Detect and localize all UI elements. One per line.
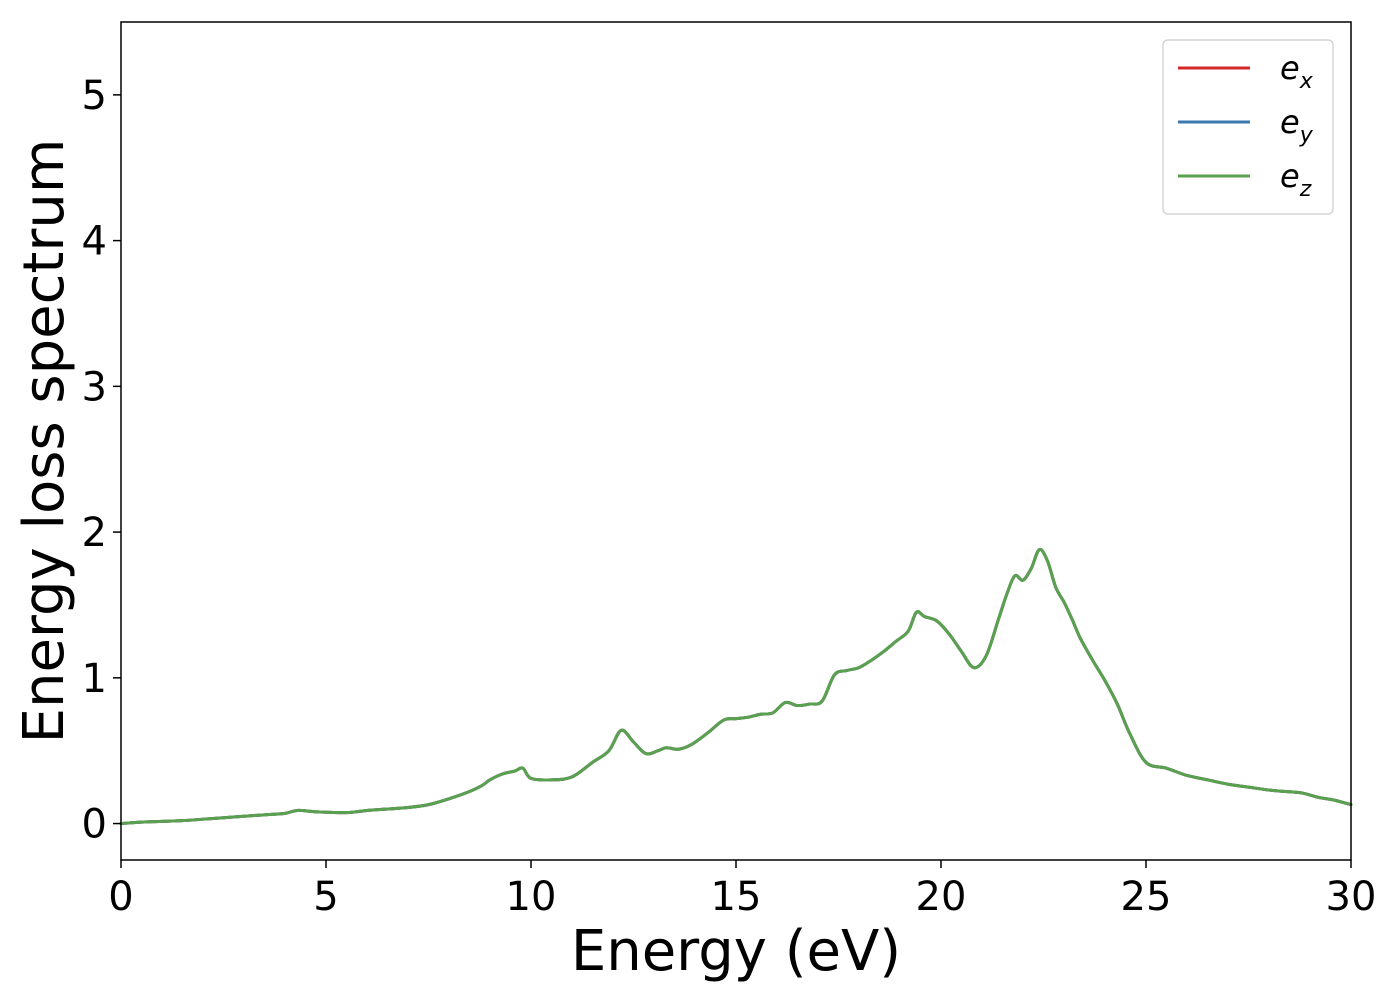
y-axis-ticks: 0 1 2 3 4 5 — [82, 73, 121, 848]
legend-box — [1162, 39, 1334, 215]
legend-label-y: ey — [1280, 103, 1314, 148]
x-axis-ticks: 0 5 10 15 20 25 30 — [108, 860, 1376, 920]
legend-label-subscript: x — [1299, 69, 1314, 94]
y-tick-label: 4 — [82, 219, 107, 265]
legend-label-base: e — [1280, 157, 1300, 195]
legend-label-z: ez — [1280, 157, 1312, 202]
x-tick-label: 0 — [108, 874, 133, 920]
x-tick-label: 10 — [506, 874, 557, 920]
x-tick-label: 20 — [916, 874, 967, 920]
y-tick-label: 5 — [82, 73, 107, 119]
y-axis-label: Energy loss spectrum — [12, 139, 77, 744]
series-line-y — [119, 547, 1353, 826]
series-layer — [119, 547, 1353, 826]
y-tick-label: 0 — [82, 802, 107, 848]
legend-label-subscript: y — [1299, 123, 1314, 148]
series-line-x — [119, 547, 1353, 826]
legend-label-base: e — [1280, 49, 1300, 87]
y-tick-label: 1 — [82, 656, 107, 702]
series-line-z — [119, 547, 1353, 826]
legend-label-x: ex — [1280, 49, 1314, 94]
y-tick-label: 3 — [82, 364, 107, 410]
x-tick-label: 30 — [1326, 874, 1377, 920]
legend-label-base: e — [1280, 103, 1300, 141]
x-tick-label: 5 — [313, 874, 338, 920]
x-axis-label: Energy (eV) — [571, 919, 901, 984]
y-tick-label: 2 — [82, 510, 107, 556]
legend-label-subscript: z — [1299, 177, 1312, 202]
x-tick-label: 25 — [1121, 874, 1172, 920]
x-tick-label: 15 — [711, 874, 762, 920]
